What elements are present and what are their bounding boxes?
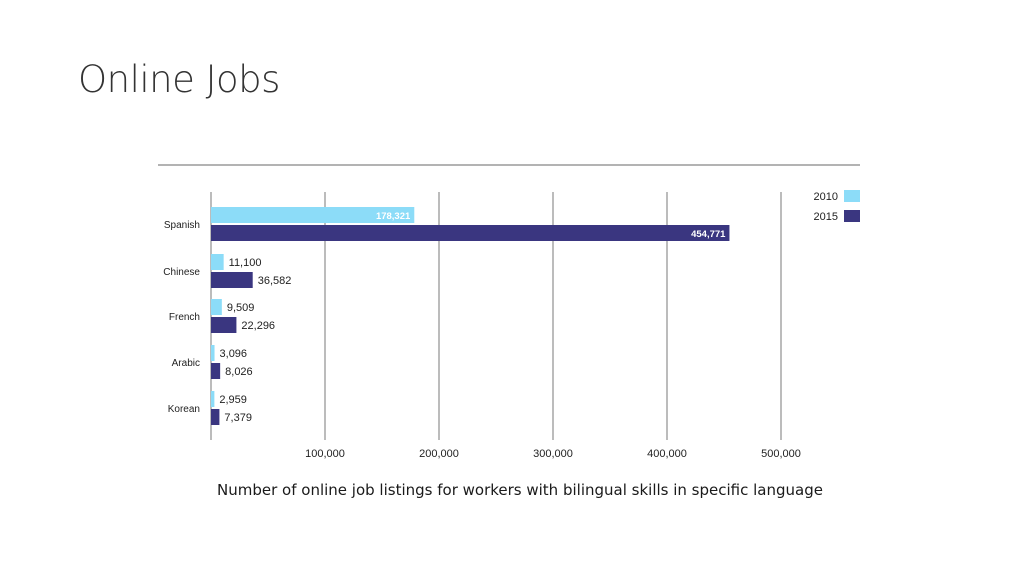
value-label-spanish-2010: 178,321	[376, 211, 411, 222]
value-label-chinese-2010: 11,100	[229, 257, 262, 269]
value-label-french-2010: 9,509	[227, 302, 255, 314]
x-tick-label-400-000: 400,000	[647, 448, 687, 460]
category-label-chinese: Chinese	[163, 267, 200, 278]
x-tick-label-500-000: 500,000	[761, 448, 801, 460]
value-label-korean-2010: 2,959	[219, 394, 247, 406]
bar-french-2010	[211, 299, 222, 315]
category-label-french: French	[169, 312, 200, 323]
bar-arabic-2010	[211, 345, 215, 361]
bar-korean-2015	[211, 409, 220, 425]
legend-label-2015: 2015	[814, 211, 838, 223]
legend-swatch-2015	[844, 210, 860, 222]
x-tick-label-200-000: 200,000	[419, 448, 459, 460]
legend-swatch-2010	[844, 190, 860, 202]
bar-french-2015	[211, 317, 237, 333]
value-label-korean-2015: 7,379	[224, 412, 252, 424]
value-label-chinese-2015: 36,582	[258, 275, 292, 287]
x-tick-label-300-000: 300,000	[533, 448, 573, 460]
value-label-arabic-2015: 8,026	[225, 366, 253, 378]
bar-spanish-2010	[211, 207, 415, 223]
category-label-korean: Korean	[168, 404, 200, 415]
legend-label-2010: 2010	[814, 191, 838, 203]
value-label-french-2015: 22,296	[241, 320, 275, 332]
bar-korean-2010	[211, 391, 215, 407]
chart-top-rule	[158, 164, 860, 166]
category-label-spanish: Spanish	[164, 220, 200, 231]
slide-title: Online Jobs	[78, 58, 280, 101]
chart-caption: Number of online job listings for worker…	[217, 481, 823, 499]
bar-chinese-2015	[211, 272, 253, 288]
x-tick-label-100-000: 100,000	[305, 448, 345, 460]
category-label-arabic: Arabic	[172, 358, 200, 369]
bar-chinese-2010	[211, 254, 224, 270]
bar-spanish-2015	[211, 225, 730, 241]
bar-arabic-2015	[211, 363, 221, 379]
value-label-spanish-2015: 454,771	[691, 229, 726, 240]
value-label-arabic-2010: 3,096	[220, 348, 248, 360]
